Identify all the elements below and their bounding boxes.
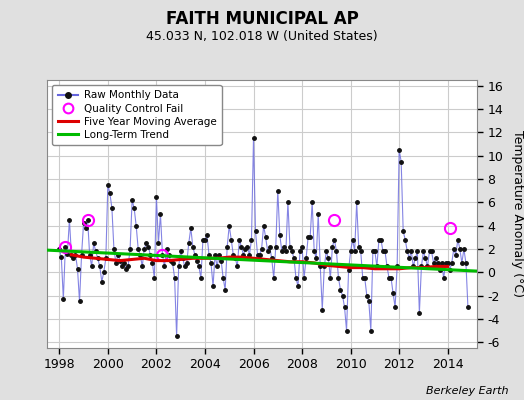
Text: FAITH MUNICIPAL AP: FAITH MUNICIPAL AP: [166, 10, 358, 28]
Legend: Raw Monthly Data, Quality Control Fail, Five Year Moving Average, Long-Term Tren: Raw Monthly Data, Quality Control Fail, …: [52, 85, 222, 145]
Y-axis label: Temperature Anomaly (°C): Temperature Anomaly (°C): [511, 130, 524, 298]
Text: Berkeley Earth: Berkeley Earth: [426, 386, 508, 396]
Text: 45.033 N, 102.018 W (United States): 45.033 N, 102.018 W (United States): [146, 30, 378, 43]
